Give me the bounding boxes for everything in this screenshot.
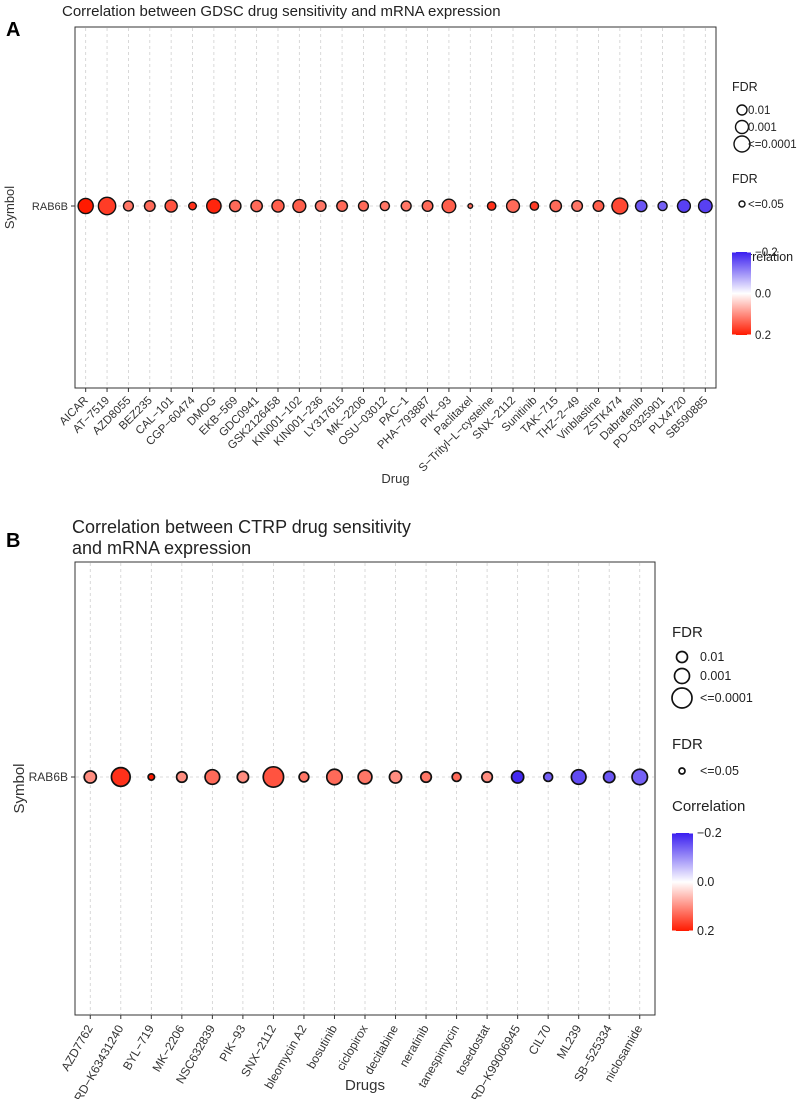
colorbar-tick-label: 0.0 — [697, 875, 714, 889]
legend-size-key — [671, 687, 693, 709]
data-point — [611, 197, 629, 215]
data-point — [697, 198, 713, 214]
data-point — [122, 200, 135, 212]
legend-size-key — [673, 667, 691, 685]
legend-size-key — [736, 104, 748, 116]
data-point — [602, 770, 616, 784]
data-point — [298, 771, 310, 783]
data-point — [77, 197, 94, 215]
colorbar-tick-label: 0.0 — [755, 289, 771, 301]
panel-label: B — [6, 530, 20, 552]
colorbar-tick-label: −0.2 — [755, 247, 778, 259]
legend-size-label: <=0.0001 — [748, 139, 797, 151]
legend-title-fdr: FDR — [672, 624, 703, 641]
x-tick-label: PIK−93 — [217, 1022, 249, 1064]
legend-size-key — [675, 650, 689, 664]
legend-size-label: 0.001 — [748, 122, 777, 134]
legend: FDR0.010.001<=0.0001FDR<=0.05Correlation… — [732, 80, 797, 342]
x-axis-title: Drugs — [345, 1077, 385, 1094]
colorbar-tick-label: 0.2 — [755, 330, 771, 342]
data-point — [505, 198, 521, 214]
data-point — [188, 201, 198, 211]
data-point — [419, 770, 433, 784]
data-point — [271, 199, 285, 213]
legend-significance-key — [678, 767, 686, 775]
data-point — [480, 770, 494, 784]
colorbar-tick-label: 0.2 — [697, 924, 714, 938]
legend-size-label: 0.001 — [700, 669, 731, 683]
legend-significance-key — [738, 200, 746, 208]
data-point — [204, 768, 221, 786]
legend: FDR 0.01 0.001 <=0.0001 FDR <=0.05 Correlation… — [671, 624, 753, 938]
data-point — [336, 199, 349, 212]
data-point — [441, 198, 457, 214]
data-point — [451, 771, 462, 783]
data-point — [147, 772, 156, 782]
data-point — [143, 199, 156, 212]
legend-size-label: <=0.0001 — [700, 691, 753, 705]
legend-title-fdr-significant: FDR — [732, 172, 758, 186]
legend-size-key — [734, 119, 750, 135]
data-point — [657, 200, 668, 212]
data-point — [400, 200, 412, 212]
legend-title-correlation: Correlation — [672, 798, 745, 815]
data-point — [592, 199, 605, 212]
colorbar — [732, 252, 751, 335]
data-point — [486, 201, 497, 211]
data-point — [421, 199, 434, 212]
data-point — [549, 199, 563, 213]
legend-significance-label: <=0.05 — [700, 764, 739, 778]
data-point — [250, 199, 263, 213]
y-axis-title: Symbol — [11, 763, 28, 813]
colorbar — [672, 833, 693, 931]
chart-title: Correlation between GDSC drug sensitivit… — [62, 3, 501, 20]
data-point — [206, 198, 222, 214]
legend-significance-label: <=0.05 — [748, 199, 784, 211]
data-point — [292, 198, 307, 214]
colorbar-tick-label: −0.2 — [697, 826, 722, 840]
legend-title-fdr-significant: FDR — [672, 736, 703, 753]
y-tick-label: RAB6B — [32, 201, 68, 213]
data-point — [357, 200, 370, 212]
data-point — [634, 199, 648, 213]
data-point — [357, 769, 373, 785]
x-axis-title: Drug — [381, 471, 409, 486]
data-point — [542, 771, 554, 783]
legend-size-key — [733, 135, 751, 153]
data-point — [175, 770, 188, 784]
legend-size-label: 0.01 — [748, 105, 770, 117]
y-tick-label: RAB6B — [29, 770, 68, 784]
data-point — [97, 196, 117, 216]
data-point — [314, 199, 327, 212]
data-point — [228, 199, 242, 213]
legend-title-fdr: FDR — [732, 80, 758, 94]
data-point — [325, 768, 344, 786]
data-point — [110, 766, 131, 788]
y-axis-title: Symbol — [2, 186, 17, 229]
data-point — [379, 200, 391, 212]
x-tick-label: CIL70 — [526, 1022, 554, 1057]
plot-panel — [74, 26, 717, 389]
data-point — [676, 198, 692, 214]
data-point — [570, 768, 587, 786]
data-point — [529, 201, 540, 211]
data-point — [631, 768, 649, 786]
data-point — [388, 770, 403, 784]
panel-label: A — [6, 19, 20, 41]
data-point — [510, 770, 525, 784]
panel-b: B Correlation between CTRP drug sensitivi… — [6, 517, 753, 1099]
data-point — [164, 199, 178, 213]
x-tick-label: ML239 — [554, 1022, 585, 1061]
data-point — [262, 765, 285, 789]
chart-title: Correlation between CTRP drug sensitivit… — [72, 517, 411, 537]
legend-size-label: 0.01 — [700, 650, 724, 664]
data-point — [83, 770, 98, 784]
chart-title: and mRNA expression — [72, 538, 251, 558]
panel-a: A Correlation between GDSC drug sensitivi… — [2, 3, 797, 486]
data-point — [467, 202, 474, 209]
data-point — [571, 199, 584, 212]
data-point — [236, 770, 250, 784]
